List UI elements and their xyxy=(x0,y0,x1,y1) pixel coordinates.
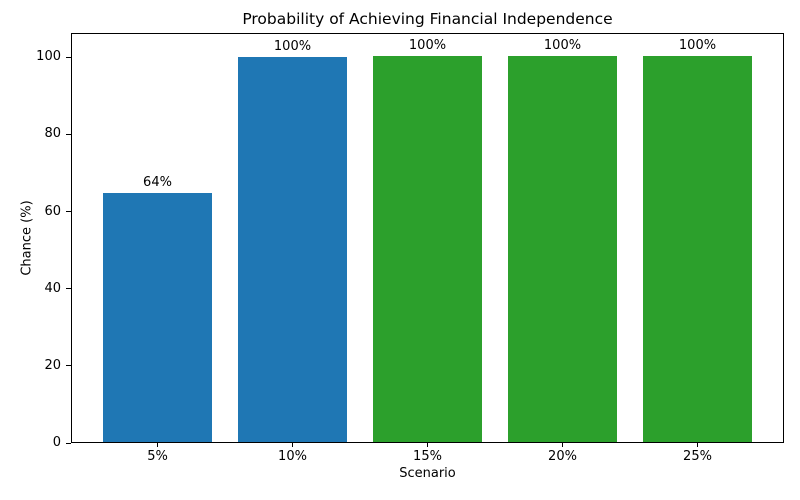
x-tick-label: 25% xyxy=(683,449,712,464)
y-tick-mark xyxy=(66,56,71,58)
x-axis-label: Scenario xyxy=(399,466,456,481)
y-tick-label: 20 xyxy=(44,357,61,373)
x-tick-label: 15% xyxy=(413,449,442,464)
x-tick-mark xyxy=(562,443,563,447)
x-tick-label: 5% xyxy=(147,449,168,464)
plot-area: 64% 100% 100% 100% 100% xyxy=(71,33,784,443)
x-tick-mark xyxy=(157,443,158,447)
bar-25% xyxy=(643,56,752,442)
y-tick-mark xyxy=(66,442,71,444)
y-tick-label: 80 xyxy=(44,126,61,142)
y-tick-mark xyxy=(66,288,71,290)
y-tick-label: 0 xyxy=(52,435,61,450)
bar-value-label: 100% xyxy=(678,38,717,54)
bar-value-label: 100% xyxy=(408,38,447,54)
bar-20% xyxy=(508,56,617,442)
y-tick-mark xyxy=(66,365,71,367)
y-tick-label: 100 xyxy=(36,49,61,65)
y-tick-mark xyxy=(66,211,71,213)
bar-10% xyxy=(238,57,347,442)
x-tick-mark xyxy=(292,443,293,447)
chart-title: Probability of Achieving Financial Indep… xyxy=(242,10,613,28)
x-tick-mark xyxy=(697,443,698,447)
bar-5% xyxy=(103,193,212,442)
y-tick-label: 40 xyxy=(44,280,61,296)
bar-15% xyxy=(373,56,482,442)
x-tick-label: 20% xyxy=(548,449,577,464)
y-axis-label: Chance (%) xyxy=(19,200,35,276)
x-tick-mark xyxy=(427,443,428,447)
y-tick-label: 60 xyxy=(44,203,61,219)
y-tick-mark xyxy=(66,133,71,135)
x-tick-label: 10% xyxy=(278,449,307,464)
bar-value-label: 64% xyxy=(143,175,172,191)
bar-value-label: 100% xyxy=(273,39,312,55)
bar-value-label: 100% xyxy=(543,38,582,54)
